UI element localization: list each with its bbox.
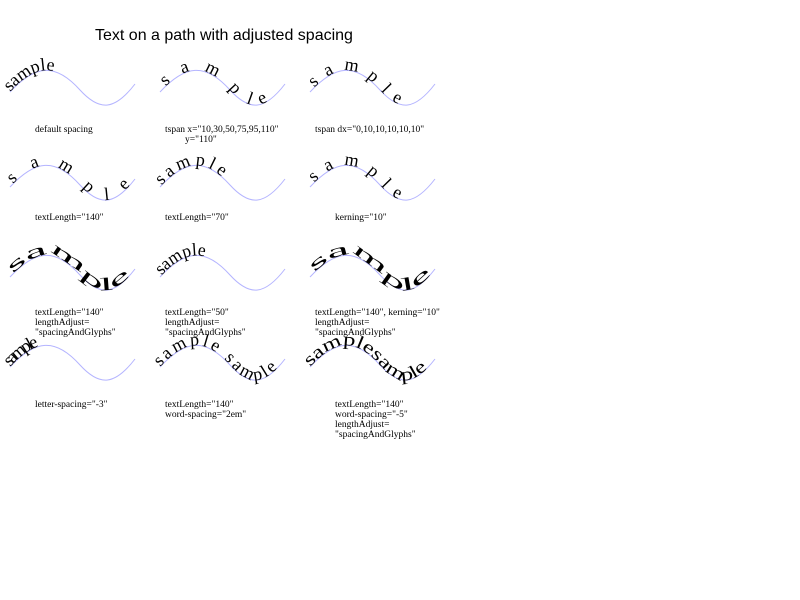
panel-textlength-70: sample textLength="70"	[150, 149, 286, 223]
caption-line: "spacingAndGlyphs"	[315, 328, 396, 338]
panel-word-spacing-2em: sample sampletextLength="140"word-spacin…	[149, 329, 286, 420]
sample-text: sample	[304, 238, 435, 295]
caption-line: textLength="140"	[35, 308, 104, 318]
caption-line: word-spacing="-5"	[335, 410, 408, 420]
caption-line: tspan dx="0,10,10,10,10,10"	[315, 125, 424, 135]
caption-line: lengthAdjust=	[335, 420, 389, 430]
caption-line: tspan x="10,30,50,75,95,110"	[165, 125, 279, 135]
wave-curve	[309, 164, 436, 201]
wave-curve	[309, 344, 436, 381]
wave-curve	[9, 69, 136, 106]
wave-curve	[309, 254, 436, 291]
caption-line: textLength="140"	[35, 213, 104, 223]
caption-line: "spacingAndGlyphs"	[165, 328, 246, 338]
caption-line: y="110"	[185, 135, 217, 145]
caption-line: textLength="50"	[165, 308, 229, 318]
caption-line: lengthAdjust=	[35, 318, 89, 328]
caption-line: word-spacing="2em"	[165, 410, 246, 420]
wave-curve	[9, 344, 136, 381]
panel-grid: sample default spacing sample tspan x="10,3…	[0, 54, 440, 440]
wave-curve	[159, 69, 286, 106]
sample-text: sample	[0, 54, 56, 94]
sample-text: sample	[155, 56, 270, 109]
wave-curve	[159, 164, 286, 201]
caption-line: lengthAdjust=	[315, 318, 369, 328]
wave-curve	[159, 254, 286, 291]
wave-curve	[309, 69, 436, 106]
panel-textlength-50-glyphs: sample textLength="50"lengthAdjust="spaci…	[150, 239, 286, 338]
caption-line: lengthAdjust=	[165, 318, 219, 328]
caption-line: "spacingAndGlyphs"	[335, 430, 416, 440]
caption-line: textLength="140"	[165, 400, 234, 410]
wave-curve	[159, 344, 286, 381]
panel-textlength-140-kerning-glyphs: sample textLength="140", kerning="10"leng…	[304, 238, 440, 338]
wave-curve	[9, 164, 136, 201]
wave-curve	[9, 254, 136, 291]
panel-default: sample default spacing	[0, 54, 136, 135]
caption-line: textLength="140"	[335, 400, 404, 410]
sample-text: sample	[2, 151, 134, 204]
panel-word-spacing-neg5: samplesampletextLength="140"word-spacing…	[299, 329, 436, 440]
caption-line: textLength="140", kerning="10"	[315, 308, 440, 318]
panel-textlength-140-glyphs: sample textLength="140"lengthAdjust="spac…	[2, 238, 136, 338]
caption-line: textLength="70"	[165, 213, 229, 223]
caption-line: "spacingAndGlyphs"	[35, 328, 116, 338]
caption-line: letter-spacing="-3"	[35, 400, 108, 410]
page-title: Text on a path with adjusted spacing	[95, 27, 353, 44]
sample-text: sample	[2, 238, 133, 295]
sample-text: sample	[150, 239, 207, 278]
caption-line: kerning="10"	[335, 213, 387, 223]
panel-textlength-140: sample textLength="140"	[2, 151, 136, 223]
sample-text: sample	[150, 149, 231, 188]
panel-tspan-x: sample tspan x="10,30,50,75,95,110"y="110…	[155, 56, 286, 145]
caption-line: default spacing	[35, 124, 93, 135]
